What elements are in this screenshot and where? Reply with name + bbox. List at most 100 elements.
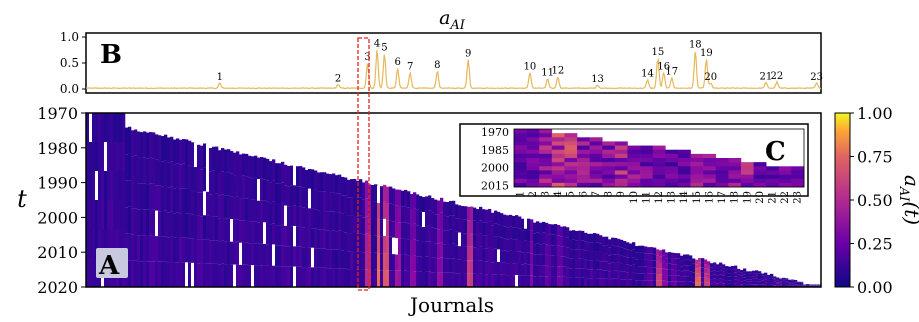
heatmap-cell — [410, 224, 414, 241]
heatmap-cell — [407, 271, 411, 287]
heatmap-cell — [227, 195, 231, 219]
heatmap-cell — [470, 206, 474, 221]
heatmap-cell — [482, 209, 486, 223]
heatmap-cell — [161, 161, 165, 187]
heatmap-cell — [674, 264, 678, 271]
heatmap-cell — [137, 209, 141, 236]
heatmap-cell — [107, 229, 111, 258]
heatmap-cell — [704, 268, 708, 274]
heatmap-cell — [128, 126, 132, 154]
heatmap-cell — [506, 275, 510, 287]
panel-c-cell — [614, 153, 628, 159]
heatmap-cell — [743, 277, 747, 281]
heatmap-cell — [545, 276, 549, 287]
panel-c-cell — [539, 182, 553, 188]
heatmap-cell — [470, 233, 474, 247]
panel-c-cell — [778, 170, 792, 175]
panel-b-peak-label: 19 — [700, 48, 713, 59]
heatmap-cell — [494, 223, 498, 237]
panel-c-cell — [564, 182, 578, 188]
panel-c-cell — [627, 174, 641, 180]
heatmap-cell — [527, 218, 531, 231]
heatmap-cell — [626, 257, 630, 265]
heatmap-cell — [677, 264, 681, 271]
panel-c-cell — [728, 178, 742, 184]
heatmap-cell — [794, 279, 798, 282]
heatmap-cell — [722, 283, 726, 287]
heatmap-cell — [668, 263, 672, 270]
heatmap-cell — [701, 277, 705, 283]
panel-c-cell — [728, 182, 742, 188]
heatmap-cell — [107, 200, 111, 229]
panel-c-cell — [627, 149, 641, 155]
heatmap-cell — [308, 169, 312, 189]
heatmap-cell — [377, 236, 381, 254]
heatmap-cell — [557, 235, 561, 246]
heatmap-cell — [212, 170, 216, 194]
heatmap-cell — [335, 193, 339, 213]
heatmap-cell — [296, 226, 300, 247]
heatmap-cell — [761, 284, 765, 287]
heatmap-cell — [269, 245, 273, 267]
panel-c-cell — [791, 182, 805, 188]
heatmap-cell — [677, 253, 681, 259]
heatmap-cell — [215, 263, 219, 287]
heatmap-cell — [638, 280, 642, 287]
heatmap-cell — [95, 142, 99, 171]
heatmap-cell — [248, 243, 252, 266]
heatmap-cell — [389, 270, 393, 287]
heatmap-cell — [485, 209, 489, 223]
heatmap-cell — [638, 245, 642, 253]
heatmap-cell — [521, 275, 525, 287]
heatmap-cell — [101, 142, 105, 171]
heatmap-cell — [710, 267, 714, 272]
heatmap-cell — [170, 161, 174, 187]
heatmap-cell — [377, 219, 381, 237]
heatmap-cell — [476, 274, 480, 287]
heatmap-cell — [122, 113, 126, 142]
heatmap-cell — [575, 231, 579, 241]
heatmap-cell — [410, 193, 414, 210]
heatmap-cell — [395, 189, 399, 206]
heatmap-cell — [683, 276, 687, 282]
panel-b-ytick-label: 0.0 — [60, 82, 79, 96]
heatmap-cell — [215, 146, 219, 170]
heatmap-cell — [281, 224, 285, 246]
heatmap-cell — [500, 250, 504, 263]
panel-a-ytick-label: 1970 — [37, 104, 78, 123]
panel-b-peak-label: 16 — [657, 61, 670, 72]
panel-c-xtick-label: 22 — [780, 191, 791, 204]
heatmap-cell — [671, 264, 675, 270]
heatmap-cell — [719, 282, 723, 287]
heatmap-cell — [248, 265, 252, 287]
panel-c-cell — [539, 145, 553, 151]
heatmap-cell — [512, 263, 516, 276]
heatmap-cell — [512, 215, 516, 228]
panel-c-cell — [514, 149, 527, 155]
heatmap-cell — [479, 233, 483, 247]
heatmap-cell — [575, 277, 579, 287]
heatmap-cell — [671, 258, 675, 265]
heatmap-cell — [386, 203, 390, 221]
heatmap-cell — [704, 264, 708, 269]
panel-c-cell — [589, 149, 603, 155]
heatmap-cell — [626, 242, 630, 250]
heatmap-cell — [698, 267, 702, 273]
heatmap-cell — [578, 230, 582, 241]
heatmap-cell — [431, 212, 435, 228]
heatmap-cell — [359, 233, 363, 252]
heatmap-cell — [689, 271, 693, 277]
heatmap-cell — [278, 204, 282, 226]
heatmap-cell — [449, 244, 453, 259]
heatmap-cell — [101, 200, 105, 229]
panel-b-peak-label: 11 — [541, 68, 554, 79]
heatmap-cell — [275, 204, 279, 226]
heatmap-cell — [752, 270, 756, 274]
heatmap-cell — [620, 279, 624, 287]
heatmap-cell — [158, 211, 162, 237]
heatmap-cell — [122, 200, 126, 229]
heatmap-cell — [404, 189, 408, 207]
heatmap-cell — [758, 284, 762, 287]
panel-c-cell — [602, 166, 616, 171]
heatmap-cell — [707, 278, 711, 283]
